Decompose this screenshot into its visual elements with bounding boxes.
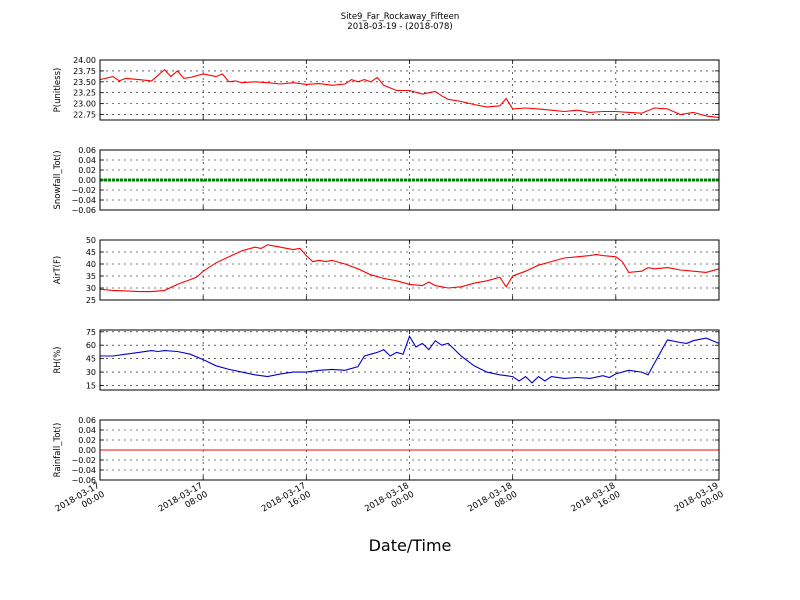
y-tick-label: 0.00 bbox=[78, 176, 96, 185]
y-tick-label: 24.00 bbox=[73, 56, 96, 65]
y-axis-label: Rainfall_Tot() bbox=[53, 423, 63, 478]
y-tick-label: −0.04 bbox=[71, 196, 96, 205]
y-axis-label: P(unitless) bbox=[53, 68, 63, 113]
y-tick-label: 75 bbox=[86, 328, 96, 337]
series-line bbox=[100, 335, 720, 384]
y-tick-label: 0.00 bbox=[78, 446, 96, 455]
y-axis-label: AirT(F) bbox=[53, 256, 63, 284]
x-tick-label: 2018-03-1800:00 bbox=[363, 481, 416, 523]
panel-2: −0.06−0.04−0.020.000.020.040.06 Snowfall_… bbox=[53, 146, 720, 215]
y-tick-label: 30 bbox=[86, 368, 96, 377]
y-tick-label: −0.06 bbox=[71, 476, 96, 485]
x-tick-labels: 2018-03-1700:00 2018-03-1708:00 2018-03-17… bbox=[54, 481, 726, 523]
x-axis-label: Date/Time bbox=[369, 536, 452, 555]
axes-frame bbox=[99, 149, 720, 211]
y-tick-label: 23.00 bbox=[73, 100, 96, 109]
y-tick-label: −0.04 bbox=[71, 466, 96, 475]
y-tick-label: 40 bbox=[86, 260, 96, 269]
x-tick-label: 2018-03-1816:00 bbox=[570, 481, 623, 523]
series-line bbox=[99, 68, 720, 119]
y-tick-label: 23.50 bbox=[73, 78, 96, 87]
y-tick-label: 50 bbox=[86, 236, 96, 245]
panel-3: 25 30 35 40 45 50 AirT(F) bbox=[53, 236, 720, 305]
y-tick-label: 0.02 bbox=[78, 436, 96, 445]
y-tick-label: −0.02 bbox=[71, 456, 96, 465]
y-tick-label: 25 bbox=[86, 296, 96, 305]
y-tick-label: 0.04 bbox=[78, 156, 96, 165]
y-tick-label: 15 bbox=[86, 382, 96, 391]
y-tick-label: 35 bbox=[86, 272, 96, 281]
panel-4: 15 30 45 60 75 RH(%) bbox=[53, 328, 720, 391]
y-tick-label: 22.75 bbox=[73, 111, 96, 120]
y-tick-label: 30 bbox=[86, 284, 96, 293]
y-tick-label: 0.02 bbox=[78, 166, 96, 175]
y-tick-label: 45 bbox=[86, 355, 96, 364]
y-tick-label: 60 bbox=[86, 341, 96, 350]
y-tick-label: 45 bbox=[86, 248, 96, 257]
x-tick-label: 2018-03-1808:00 bbox=[466, 481, 519, 523]
axes-frame bbox=[99, 419, 720, 481]
axes-frame bbox=[99, 239, 720, 301]
x-tick-label: 2018-03-1716:00 bbox=[260, 481, 313, 523]
x-tick-label: 2018-03-1708:00 bbox=[157, 481, 210, 523]
y-tick-label: 0.06 bbox=[78, 146, 96, 155]
x-tick-label: 2018-03-1700:00 bbox=[54, 481, 107, 523]
series-line bbox=[99, 244, 720, 293]
chart-subtitle: 2018-03-19 - (2018-078) bbox=[347, 22, 452, 32]
y-axis-label: Snowfall_Tot() bbox=[53, 150, 63, 209]
axes-frame bbox=[99, 59, 720, 121]
y-tick-label: 0.06 bbox=[78, 416, 96, 425]
y-tick-label: −0.06 bbox=[71, 206, 96, 215]
panel-1: 22.75 23.00 23.25 23.50 23.75 24.00 P(unitless… bbox=[53, 56, 720, 121]
x-tick-label: 2018-03-1900:00 bbox=[673, 481, 726, 523]
chart-panels: 22.75 23.00 23.25 23.50 23.75 24.00 P(unitless… bbox=[53, 56, 720, 485]
y-tick-label: −0.02 bbox=[71, 186, 96, 195]
y-tick-label: 0.04 bbox=[78, 426, 96, 435]
axes-frame bbox=[99, 329, 720, 391]
y-tick-label: 23.25 bbox=[73, 89, 96, 98]
y-tick-label: 23.75 bbox=[73, 67, 96, 76]
chart-title: Site9_Far_Rockaway_Fifteen bbox=[341, 12, 460, 22]
y-axis-label: RH(%) bbox=[53, 346, 63, 373]
panel-5: −0.06−0.04−0.020.000.020.040.06 Rainfall_… bbox=[53, 416, 720, 485]
